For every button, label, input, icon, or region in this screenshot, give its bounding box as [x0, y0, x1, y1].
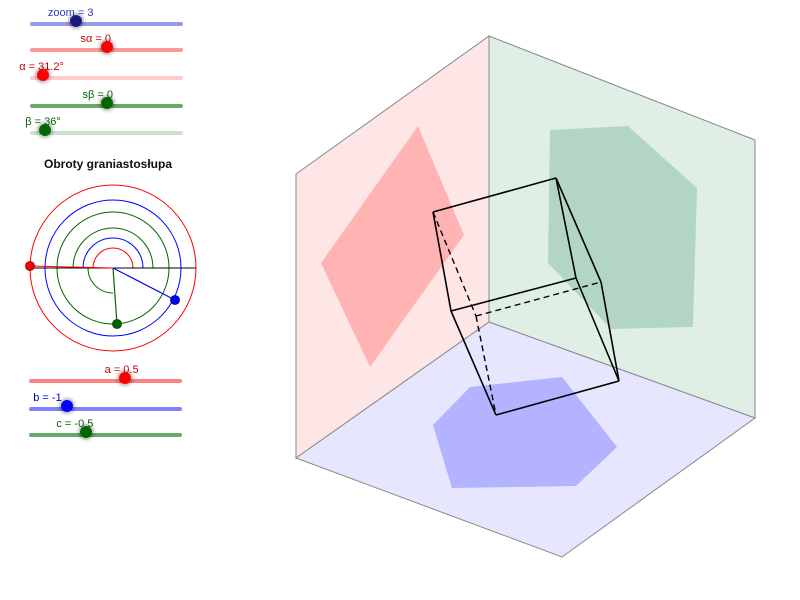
slider-handle[interactable] [37, 69, 50, 81]
prism-edge [600, 281, 620, 382]
slider-label-beta: β = 36° [25, 116, 61, 128]
prism-hidden-edges [432, 211, 602, 416]
slider-label-zoom: zoom = 3 [47, 7, 94, 19]
slider-handle[interactable] [61, 400, 74, 412]
slider-label-a: a = 0.5 [104, 364, 139, 376]
dial-arc-blue-inner [82, 237, 144, 269]
slider-label-alpha: α = 31.2° [19, 61, 64, 73]
dial-arc-green-inner [87, 267, 114, 294]
prism-edge [495, 380, 620, 416]
prism [432, 177, 620, 416]
red-shadow [321, 126, 464, 367]
slider-s_beta[interactable] [30, 97, 183, 112]
slider-track[interactable] [30, 76, 183, 80]
slider-label-b: b = -1 [33, 392, 62, 404]
slider-c[interactable] [29, 426, 182, 441]
slider-track[interactable] [30, 131, 183, 135]
prism-hidden-edge [432, 211, 477, 317]
shadows [321, 126, 697, 488]
dial-red-radius [29, 265, 114, 269]
slider-track[interactable] [29, 379, 182, 383]
slider-b[interactable] [29, 400, 182, 415]
slider-handle[interactable] [80, 426, 93, 438]
dial-green-radius [112, 267, 118, 325]
dial-blue-handle[interactable] [170, 295, 180, 305]
red-plane [295, 35, 490, 459]
green-plane [488, 35, 756, 419]
dial-green-handle[interactable] [112, 319, 122, 329]
prism-edge [555, 177, 577, 279]
prism-edge [450, 310, 497, 416]
slider-beta[interactable] [30, 124, 183, 139]
prism-edge [432, 211, 452, 312]
slider-a[interactable] [29, 372, 182, 387]
slider-track[interactable] [30, 22, 183, 26]
slider-s_alpha[interactable] [30, 41, 183, 56]
prism-edge [432, 177, 557, 213]
slider-handle[interactable] [100, 97, 113, 109]
blue-shadow [433, 377, 617, 488]
prism-hidden-edge [475, 315, 497, 416]
slider-handle[interactable] [39, 124, 52, 136]
prism-edge [575, 277, 620, 382]
slider-handle[interactable] [69, 15, 82, 27]
prism-edge [555, 177, 602, 283]
dial-arc-green-outer [72, 227, 154, 269]
page-title: Obroty graniastosłupa [43, 157, 173, 171]
slider-track[interactable] [29, 407, 182, 411]
blue-plane [294, 321, 757, 558]
slider-handle[interactable] [100, 41, 113, 53]
dial-red-handle[interactable] [25, 261, 35, 271]
slider-zoom[interactable] [30, 15, 183, 30]
slider-handle[interactable] [118, 372, 131, 384]
green-shadow [548, 126, 697, 329]
dial-blue-radius [112, 267, 176, 301]
slider-track[interactable] [29, 433, 182, 437]
projection-planes [294, 35, 757, 558]
dial-arc-red-inner [92, 247, 134, 269]
slider-alpha[interactable] [30, 69, 183, 84]
rotation-dial [25, 184, 197, 352]
prism-hidden-edge [475, 281, 602, 317]
prism-edge [450, 277, 577, 312]
